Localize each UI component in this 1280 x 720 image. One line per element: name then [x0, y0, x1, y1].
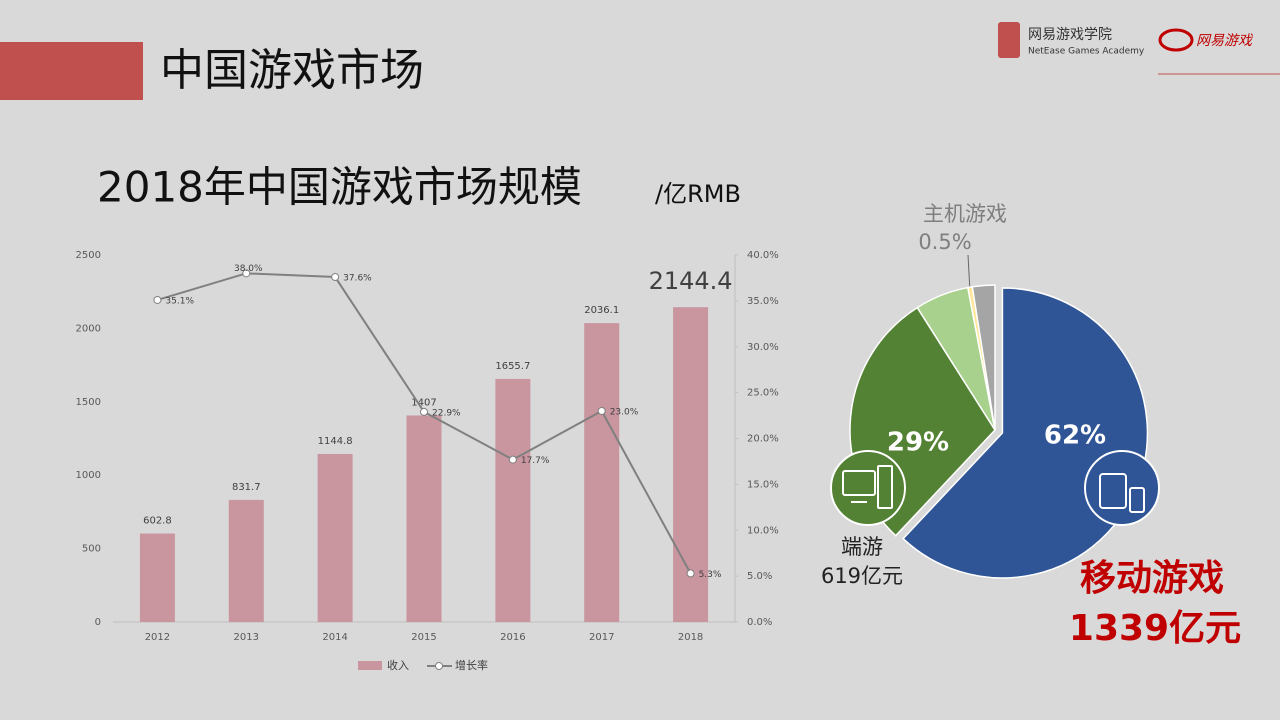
bar — [228, 499, 264, 622]
growth-point — [420, 407, 428, 416]
x-tick-label: 2012 — [145, 632, 170, 643]
pie-label: 1339亿元 — [1069, 608, 1241, 649]
y2-tick-label: 20.0% — [747, 434, 779, 445]
icon-phone — [1129, 487, 1145, 513]
pie-slice — [971, 284, 996, 431]
chart-unit: /亿RMB — [655, 180, 741, 208]
bar-label: 831.7 — [232, 482, 261, 493]
y2-tick-label: 35.0% — [747, 296, 779, 307]
x-tick-label: 2016 — [500, 632, 525, 643]
slide-title: 中国游戏市场 — [160, 45, 424, 96]
growth-label: 38.0% — [234, 264, 263, 274]
icon-monitor — [842, 470, 876, 496]
icon-circle — [1084, 450, 1160, 526]
bar-label: 2144.4 — [649, 267, 733, 295]
legend-label: 收入 — [387, 658, 409, 672]
growth-point — [597, 406, 606, 415]
bar-label: 1407 — [411, 397, 436, 408]
x-tick-label: 2015 — [411, 632, 436, 643]
y2-tick-label: 15.0% — [747, 479, 779, 490]
logo2-mark — [1158, 28, 1194, 52]
legend-marker — [435, 662, 443, 670]
pie-label: 619亿元 — [821, 564, 903, 588]
x-tick-label: 2018 — [678, 632, 703, 643]
bar-label: 1655.7 — [495, 361, 530, 372]
bar — [584, 323, 620, 622]
header-bar — [0, 42, 143, 100]
legend-label: 增长率 — [455, 658, 488, 672]
icon-tower — [877, 465, 893, 509]
y-tick-label: 2000 — [76, 323, 101, 334]
bar-label: 602.8 — [143, 516, 172, 527]
leader-line — [967, 254, 971, 293]
pie-label: 0.5% — [918, 230, 971, 254]
growth-label: 5.3% — [699, 570, 722, 580]
growth-label: 23.0% — [610, 407, 639, 417]
logo-text: 网易游戏学院 — [1028, 27, 1112, 43]
pie-label: 62% — [1044, 421, 1106, 451]
y-tick-label: 500 — [82, 544, 101, 555]
x-tick-label: 2017 — [589, 632, 614, 643]
pie-label: 主机游戏 — [923, 202, 1007, 226]
y2-tick-label: 10.0% — [747, 525, 779, 536]
y2-tick-label: 30.0% — [747, 342, 779, 353]
logo-subtext: NetEase Games Academy — [1028, 47, 1145, 57]
y-tick-label: 1000 — [76, 470, 101, 481]
y2-tick-label: 25.0% — [747, 388, 779, 399]
bar — [406, 415, 442, 622]
bar — [139, 533, 175, 622]
bar — [495, 378, 531, 622]
bar-label: 2036.1 — [584, 305, 619, 316]
chart-title: 2018年中国游戏市场规模 — [97, 163, 582, 212]
pie-label: 29% — [887, 428, 949, 458]
icon-tablet — [1099, 473, 1127, 509]
growth-point — [686, 569, 695, 578]
growth-point — [153, 295, 162, 304]
y-tick-label: 2500 — [76, 250, 101, 261]
x-tick-label: 2014 — [322, 632, 347, 643]
logo-emblem — [998, 22, 1020, 58]
growth-point — [508, 455, 517, 464]
y-tick-label: 1500 — [76, 397, 101, 408]
x-tick-label: 2013 — [234, 632, 259, 643]
y2-tick-label: 0.0% — [747, 617, 772, 628]
growth-label: 35.1% — [165, 296, 194, 306]
pie-label: 端游 — [841, 535, 883, 559]
logo2-text: 网易游戏 — [1196, 33, 1254, 49]
bar-label: 1144.8 — [318, 436, 353, 447]
y-tick-label: 0 — [95, 617, 101, 628]
growth-point — [331, 273, 340, 282]
growth-label: 17.7% — [521, 456, 550, 466]
legend-swatch — [358, 661, 382, 670]
icon-circle — [830, 450, 906, 526]
growth-label: 22.9% — [432, 408, 461, 418]
growth-label: 37.6% — [343, 274, 372, 284]
growth-point — [242, 269, 251, 278]
y2-tick-label: 40.0% — [747, 250, 779, 261]
pie-label: 移动游戏 — [1080, 558, 1224, 599]
bar — [317, 453, 353, 622]
y2-tick-label: 5.0% — [747, 571, 772, 582]
